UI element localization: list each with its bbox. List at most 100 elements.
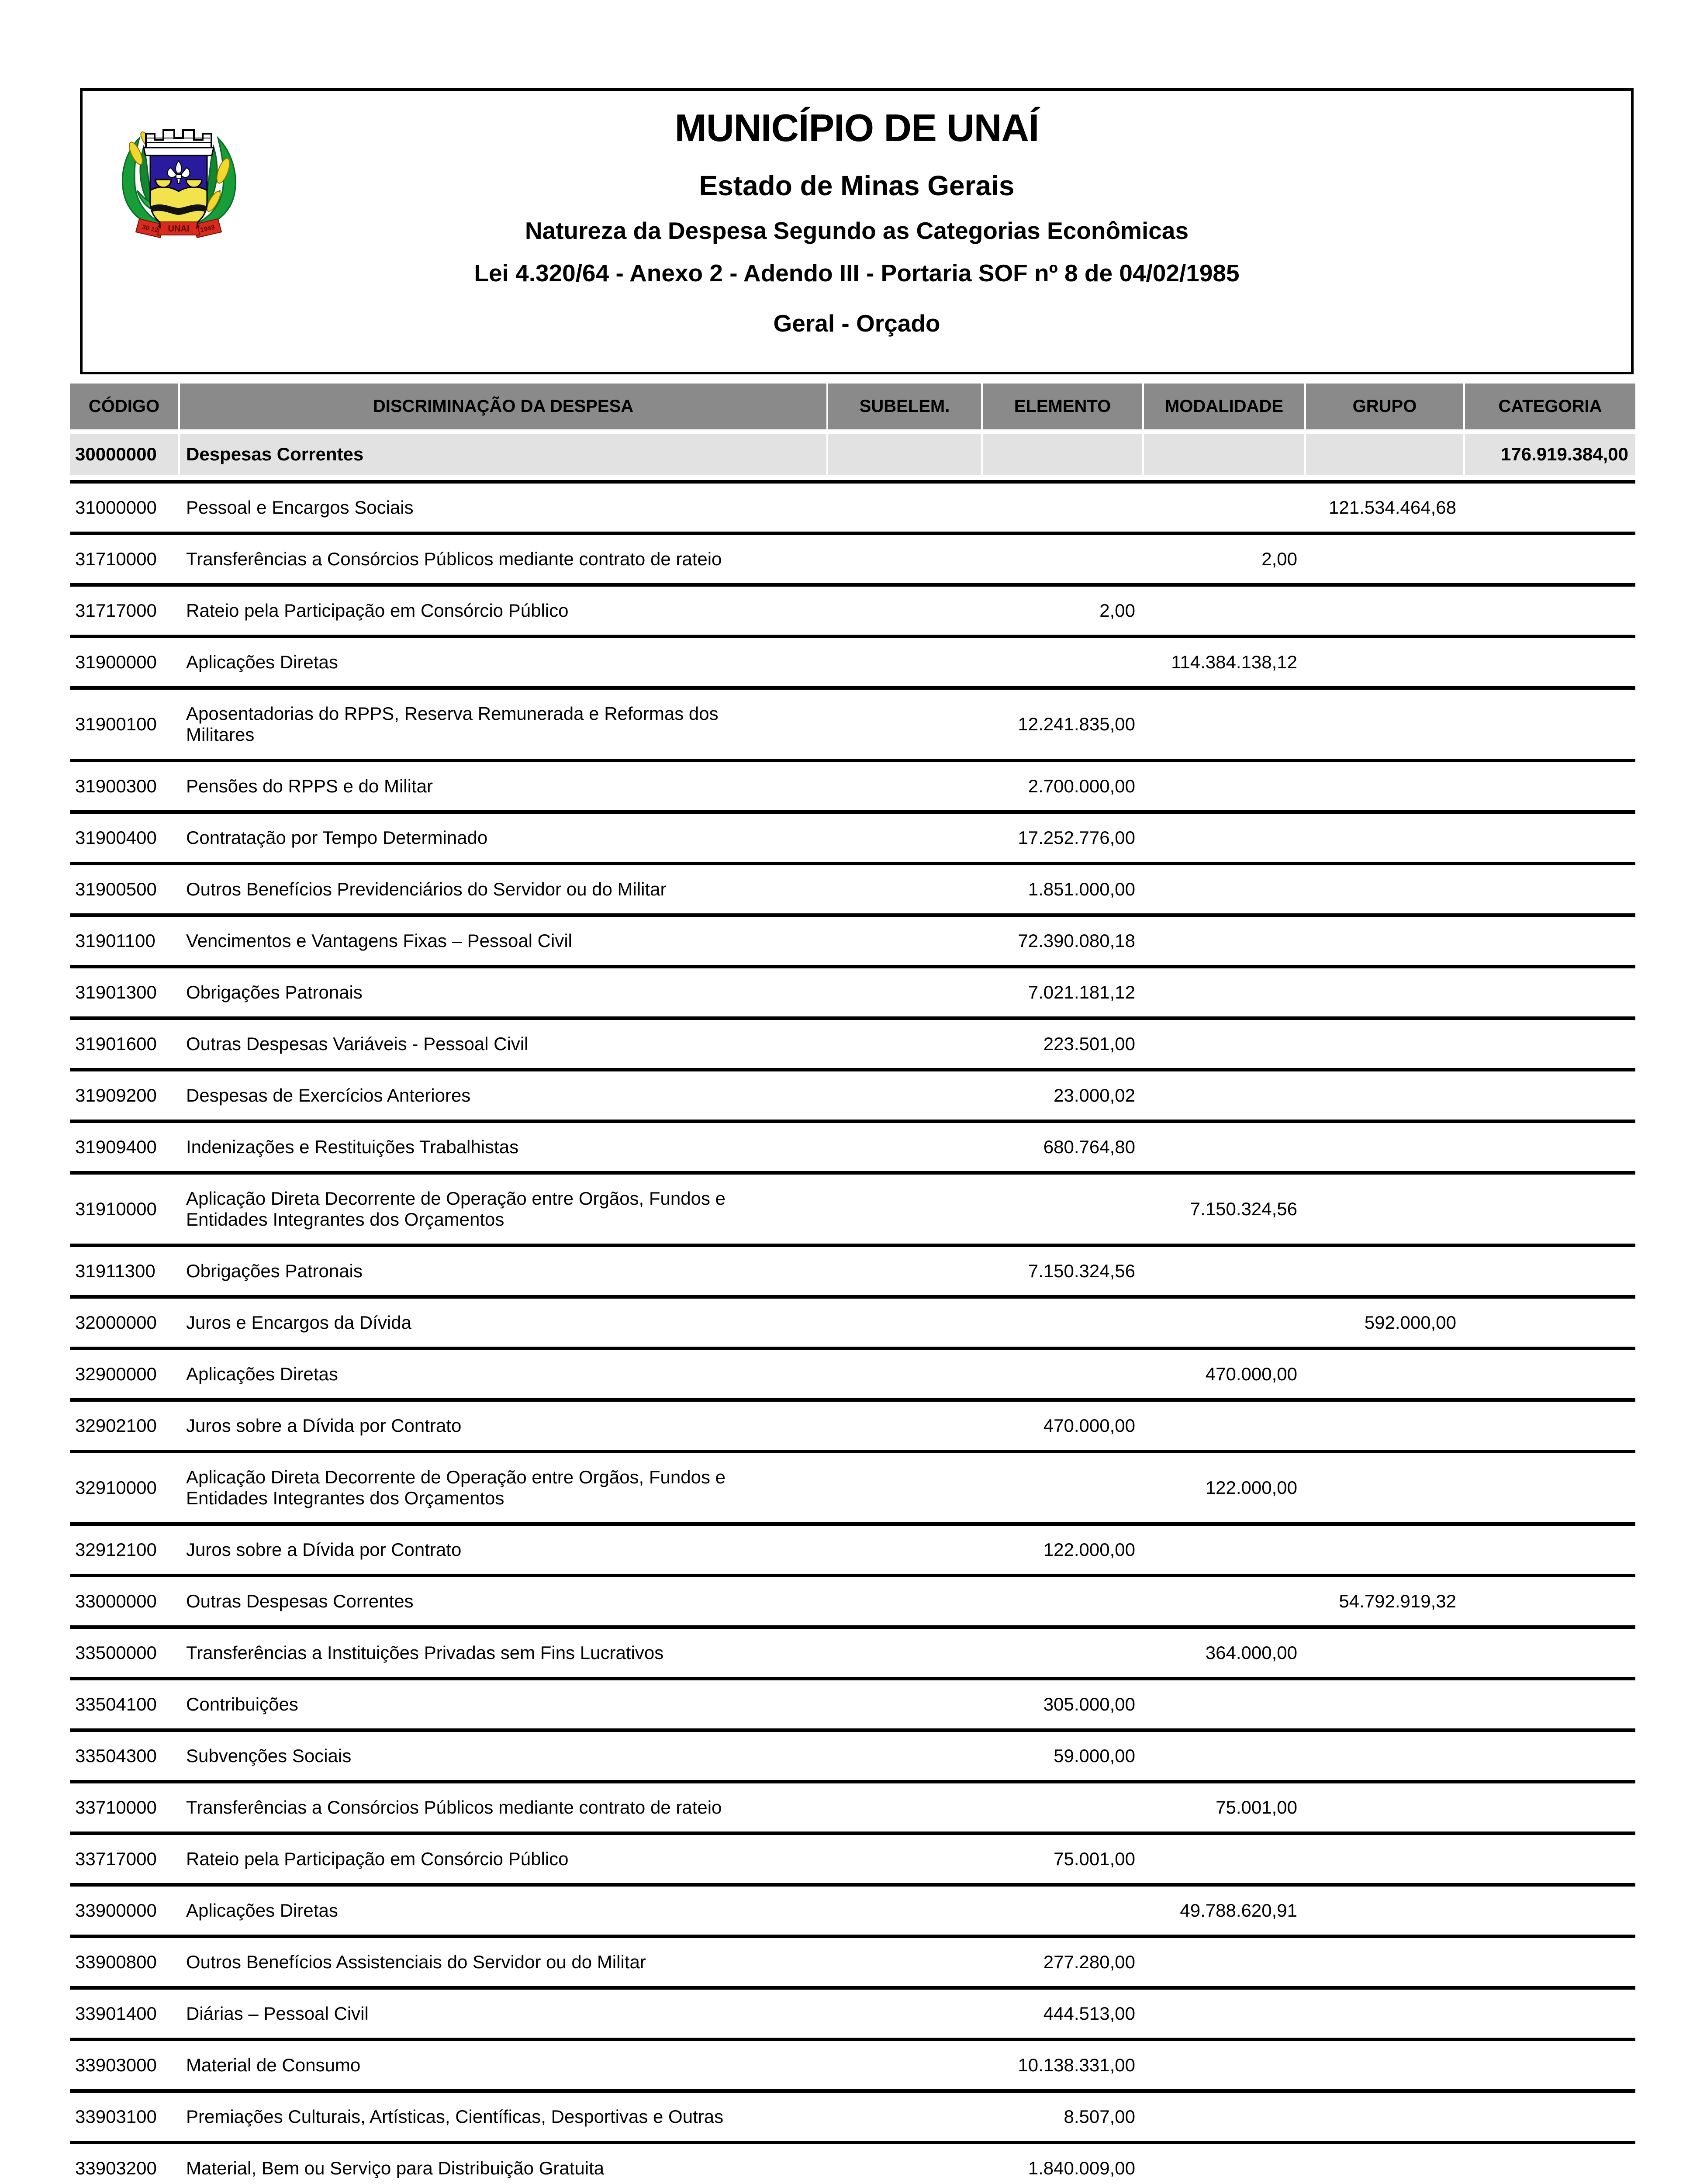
table-row: 33903000 Material de Consumo 10.138.331,00 (70, 2041, 1635, 2093)
cell-value-modalidade: 470.000,00 (1205, 1364, 1297, 1384)
cell-code: 31901300 (75, 982, 157, 1002)
table-row: 31900500 Outros Benefícios Previdenciário… (70, 865, 1635, 917)
cell-code: 33000000 (75, 1591, 157, 1611)
cell-value-modalidade (1144, 979, 1304, 1006)
cell-value-modalidade: 364.000,00 (1205, 1642, 1297, 1663)
cell-value-modalidade (1144, 1030, 1304, 1057)
cell-value-modalidade: 2,00 (1261, 549, 1297, 569)
cell-value-subelem (828, 876, 981, 903)
cell-code: 31909200 (75, 1085, 157, 1106)
cell-description: Aposentadorias do RPPS, Reserva Remunera… (186, 703, 719, 745)
cell-code: 31900300 (75, 776, 157, 796)
table-row: 31910000 Aplicação Direta Decorrente de O… (70, 1175, 1635, 1247)
cell-value-categoria (1465, 1309, 1635, 1336)
cell-value-categoria (1465, 1845, 1635, 1873)
table-row: 33900000 Aplicações Diretas 49.788.620,91 (70, 1887, 1635, 1938)
header-titles: MUNICÍPIO DE UNAÍ Estado de Minas Gerais… (83, 91, 1631, 372)
cell-code: 31900400 (75, 827, 157, 848)
cell-value-modalidade (1144, 1258, 1304, 1285)
cell-description: Aplicação Direta Decorrente de Operação … (186, 1188, 726, 1230)
cell-value-elemento: 59.000,00 (1054, 1745, 1135, 1766)
cell-value-elemento (983, 1639, 1142, 1666)
cell-value-modalidade (1144, 1412, 1304, 1439)
cell-value-modalidade (1144, 824, 1304, 851)
table-row: 32912100 Juros sobre a Dívida por Contrat… (70, 1526, 1635, 1577)
cell-value-categoria (1465, 597, 1635, 624)
cell-value-grupo (1306, 824, 1463, 851)
cell-value-modalidade (1144, 711, 1304, 738)
table-row: 30000000 Despesas Correntes 176.919.384,00 (70, 434, 1635, 475)
table-row: 33500000 Transferências a Instituições Pr… (70, 1629, 1635, 1680)
legal-reference: Lei 4.320/64 - Anexo 2 - Adendo III - Po… (474, 259, 1240, 287)
cell-description: Outros Benefícios Previdenciários do Ser… (186, 879, 667, 899)
cell-value-elemento: 7.150.324,56 (1028, 1261, 1135, 1281)
cell-value-categoria (1465, 494, 1635, 521)
table-row: 32902100 Juros sobre a Dívida por Contrat… (70, 1402, 1635, 1453)
cell-value-subelem (828, 1258, 981, 1285)
cell-value-categoria (1465, 2155, 1635, 2182)
cell-code: 32912100 (75, 1539, 157, 1560)
cell-description: Material de Consumo (186, 2055, 361, 2075)
coat-of-arms-icon: UNAI 30 12 1943 (113, 121, 244, 243)
cell-value-grupo (1306, 1742, 1463, 1769)
cell-code: 31910000 (75, 1199, 157, 1219)
cell-description: Juros sobre a Dívida por Contrato (186, 1415, 462, 1436)
cell-code: 31900000 (75, 652, 157, 672)
table-row: 32000000 Juros e Encargos da Dívida 592.00… (70, 1299, 1635, 1350)
municipality-title: MUNICÍPIO DE UNAÍ (674, 106, 1040, 149)
cell-description: Rateio pela Participação em Consórcio Pú… (186, 600, 569, 621)
cell-value-elemento: 223.501,00 (1043, 1033, 1135, 1054)
cell-value-grupo (1306, 1794, 1463, 1821)
cell-value-grupo (1306, 1691, 1463, 1718)
cell-value-elemento: 680.764,80 (1043, 1137, 1135, 1157)
cell-description: Material, Bem ou Serviço para Distribuiç… (186, 2158, 605, 2178)
cell-value-categoria (1465, 2000, 1635, 2027)
cell-value-elemento: 8.507,00 (1064, 2106, 1136, 2127)
cell-value-categoria (1465, 1258, 1635, 1285)
cell-value-elemento (983, 1361, 1142, 1388)
cell-value-categoria (1465, 1588, 1635, 1615)
cell-code: 33500000 (75, 1642, 157, 1663)
cell-description: Obrigações Patronais (186, 1261, 363, 1281)
cell-code: 33903000 (75, 2055, 157, 2075)
cell-description: Aplicações Diretas (186, 1900, 338, 1921)
cell-value-subelem (828, 649, 981, 676)
cell-value-subelem (828, 773, 981, 800)
cell-description: Premiações Culturais, Artísticas, Cientí… (186, 2106, 724, 2127)
cell-value-elemento: 277.280,00 (1043, 1952, 1135, 1972)
cell-value-grupo (1306, 1536, 1463, 1563)
cell-value-categoria (1465, 1133, 1635, 1161)
cell-value-elemento (983, 649, 1142, 676)
cell-value-modalidade (1144, 434, 1304, 475)
column-header-2: SUBELEM. (828, 384, 981, 429)
cell-value-categoria (1465, 1897, 1635, 1924)
cell-value-grupo (1306, 434, 1463, 475)
table-row: 31900300 Pensões do RPPS e do Militar 2.70… (70, 762, 1635, 814)
cell-value-modalidade (1144, 1845, 1304, 1873)
cell-value-modalidade: 49.788.620,91 (1180, 1900, 1297, 1921)
cell-value-modalidade (1144, 2103, 1304, 2130)
cell-description: Contribuições (186, 1694, 298, 1714)
cell-value-modalidade (1144, 1082, 1304, 1109)
cell-value-elemento: 23.000,02 (1054, 1085, 1135, 1106)
cell-value-elemento: 122.000,00 (1043, 1539, 1135, 1560)
cell-value-grupo (1306, 649, 1463, 676)
cell-value-modalidade (1144, 2155, 1304, 2182)
cell-value-modalidade (1144, 1742, 1304, 1769)
cell-value-subelem (828, 434, 981, 475)
expense-table: CÓDIGO DISCRIMINAÇÃO DA DESPESA SUBELEM. EL… (70, 384, 1635, 2184)
cell-value-grupo (1306, 1082, 1463, 1109)
cell-value-subelem (828, 1794, 981, 1821)
cell-value-modalidade: 122.000,00 (1205, 1477, 1297, 1498)
cell-value-grupo (1306, 1361, 1463, 1388)
cell-value-categoria (1465, 1794, 1635, 1821)
cell-value-grupo: 592.000,00 (1364, 1312, 1456, 1333)
cell-value-subelem (828, 546, 981, 573)
cell-value-elemento (983, 1897, 1142, 1924)
cell-value-modalidade (1144, 773, 1304, 800)
cell-code: 31710000 (75, 549, 157, 569)
column-header-0: CÓDIGO (70, 384, 178, 429)
cell-value-grupo (1306, 597, 1463, 624)
cell-value-subelem (828, 1949, 981, 1976)
cell-description: Pessoal e Encargos Sociais (186, 497, 414, 518)
